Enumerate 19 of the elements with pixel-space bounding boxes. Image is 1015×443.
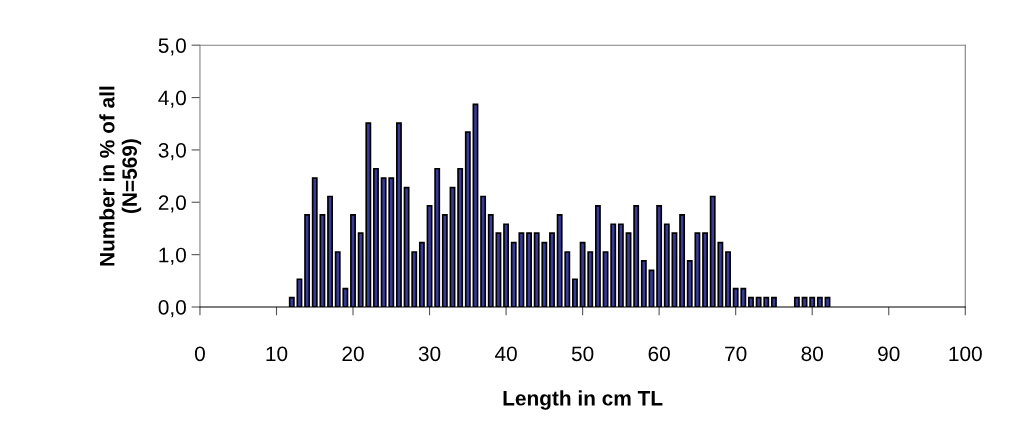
y-tick-label: 2,0 — [158, 195, 186, 213]
x-axis-title: Length in cm TL — [503, 390, 663, 410]
x-tick-label: 50 — [571, 346, 594, 362]
x-tick-label: 0 — [194, 346, 205, 362]
x-tick-label: 30 — [418, 346, 441, 362]
x-tick-label: 40 — [494, 346, 517, 362]
y-tick-label: 3,0 — [158, 142, 186, 161]
x-tick-label: 60 — [648, 346, 670, 362]
y-tick-label: 1,0 — [159, 247, 186, 265]
x-tick-label: 20 — [342, 346, 364, 362]
x-tick-label: 80 — [801, 346, 823, 362]
x-tick-label: 70 — [725, 346, 747, 362]
y-tick-label: 5,0 — [158, 38, 186, 56]
x-tick-label: 90 — [878, 346, 900, 362]
y-tick-label: 4,0 — [158, 90, 186, 108]
y-tick-label: 0,0 — [158, 300, 186, 318]
x-tick-label: 100 — [949, 346, 982, 362]
y-axis-title: Number in % of all (N=569) — [99, 86, 142, 266]
x-tick-label: 10 — [266, 346, 288, 362]
